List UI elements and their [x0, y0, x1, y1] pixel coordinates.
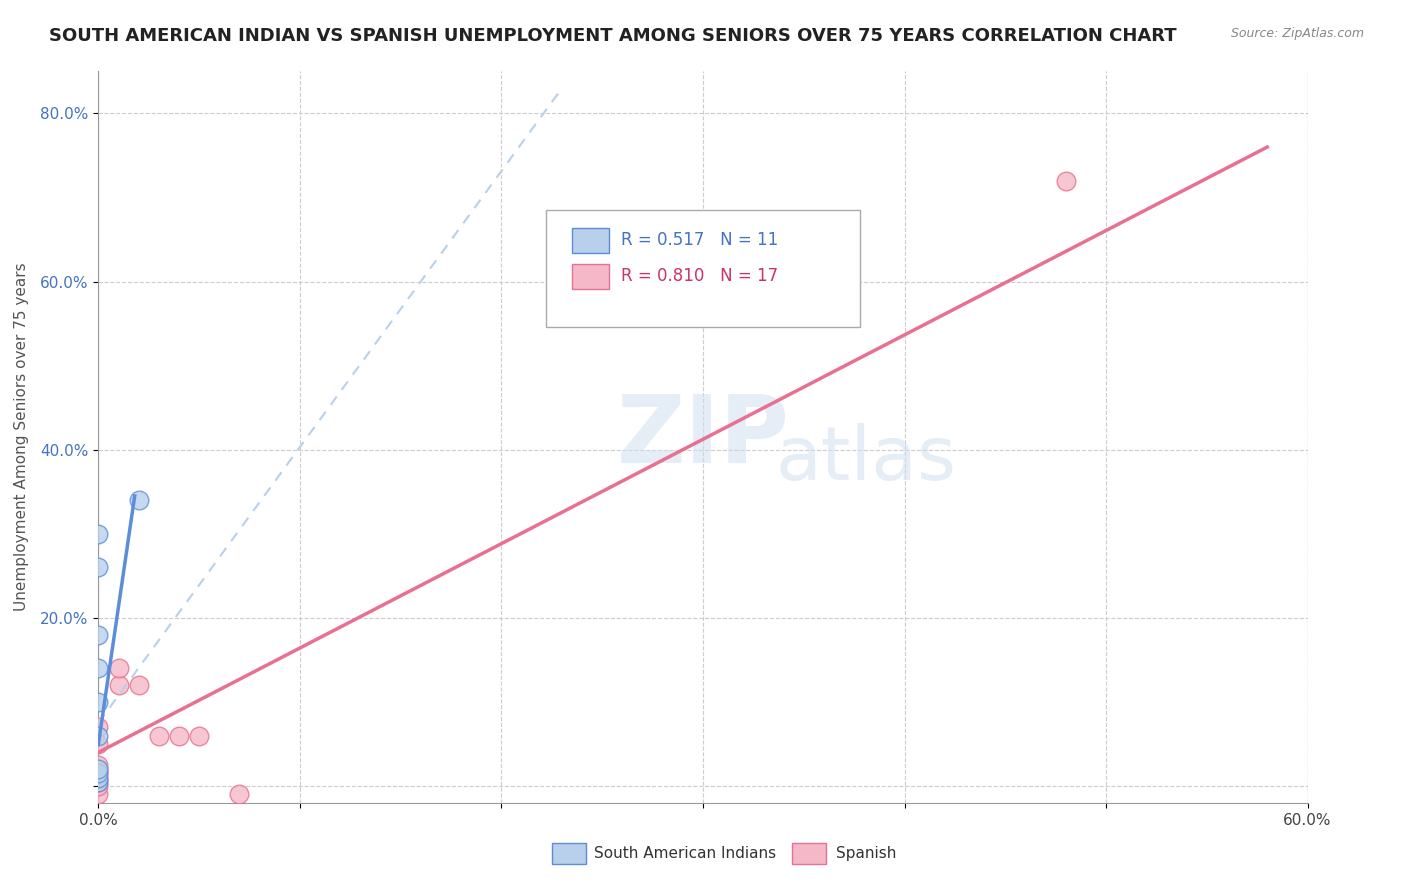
Point [128, 678, 150, 692]
Text: R = 0.517   N = 11: R = 0.517 N = 11 [621, 231, 778, 249]
Text: SOUTH AMERICAN INDIAN VS SPANISH UNEMPLOYMENT AMONG SENIORS OVER 75 YEARS CORREL: SOUTH AMERICAN INDIAN VS SPANISH UNEMPLO… [49, 27, 1177, 45]
Point [167, 729, 190, 743]
Point [87, 779, 110, 793]
Point [228, 788, 250, 802]
Point [87, 560, 110, 574]
Point [87, 720, 110, 734]
Point [188, 729, 211, 743]
Point [87, 526, 110, 541]
Point [87, 766, 110, 780]
Text: Spanish: Spanish [837, 846, 897, 861]
FancyBboxPatch shape [551, 843, 586, 863]
Point [87, 695, 110, 709]
Point [148, 729, 170, 743]
Point [87, 737, 110, 751]
Text: atlas: atlas [776, 423, 956, 496]
Point [107, 661, 129, 675]
Point [128, 493, 150, 508]
FancyBboxPatch shape [546, 211, 860, 327]
Point [87, 729, 110, 743]
Y-axis label: Unemployment Among Seniors over 75 years: Unemployment Among Seniors over 75 years [14, 263, 30, 611]
FancyBboxPatch shape [572, 227, 609, 252]
Point [87, 762, 110, 776]
Text: ZIP: ZIP [617, 391, 789, 483]
Point [107, 678, 129, 692]
FancyBboxPatch shape [793, 843, 827, 863]
Point [1054, 174, 1077, 188]
Point [87, 661, 110, 675]
Point [87, 771, 110, 785]
Point [87, 762, 110, 776]
Point [87, 766, 110, 780]
Point [87, 627, 110, 641]
Text: R = 0.810   N = 17: R = 0.810 N = 17 [621, 268, 778, 285]
Text: South American Indians: South American Indians [595, 846, 776, 861]
Point [87, 774, 110, 789]
Point [87, 774, 110, 789]
FancyBboxPatch shape [572, 264, 609, 289]
Point [87, 758, 110, 772]
Point [87, 788, 110, 802]
Text: Source: ZipAtlas.com: Source: ZipAtlas.com [1230, 27, 1364, 40]
Point [87, 771, 110, 785]
